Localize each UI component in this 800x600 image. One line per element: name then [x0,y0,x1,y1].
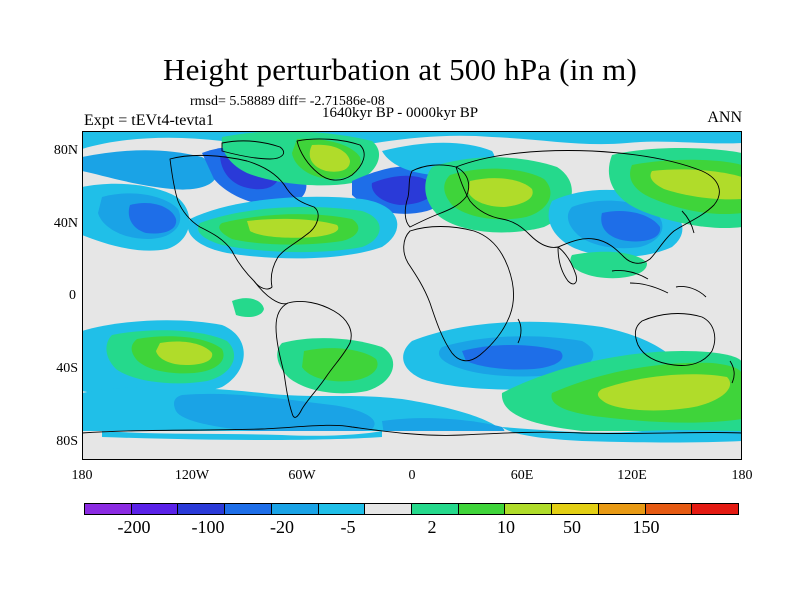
colorbar-swatch [225,504,272,514]
colorbar-swatch [131,504,179,514]
coastline [634,313,716,366]
colorbar [84,503,739,515]
anomaly-region [468,178,533,207]
coastline [82,424,742,436]
lon-label-180e: 180 [731,468,753,483]
anomaly-region [128,202,177,234]
map-frame [82,131,742,460]
period-label: 1640kyr BP - 0000kyr BP [322,105,479,121]
coastline [275,300,352,418]
anomaly-region [302,348,378,382]
anomaly-region [371,175,435,205]
coastline [221,140,284,160]
map-panel [82,131,742,460]
colorbar-label: 150 [632,517,660,537]
colorbar-swatch [271,504,319,514]
coastline [681,210,695,234]
lon-label-0: 0 [408,468,416,483]
lat-label-80s: 80S [56,434,78,449]
colorbar-swatch [412,504,459,514]
anomaly-region [82,150,217,190]
colorbar-swatch [318,504,366,514]
coastline [296,138,365,181]
colorbar-label: -20 [270,517,294,537]
lon-label-60e: 60E [510,468,534,483]
anomaly-region [597,374,731,411]
colorbar-label: 50 [563,517,581,537]
colorbar-swatch [85,504,132,514]
colorbar-swatch [505,504,553,514]
coastline [403,226,515,362]
colorbar-label: -100 [191,517,225,537]
experiment-label: Expt = tEVt4-tevta1 [84,112,214,129]
coastline [455,150,720,264]
colorbar-swatch [458,504,506,514]
colorbar-label: -200 [117,517,151,537]
colorbar-swatch [178,504,226,514]
lat-label-80n: 80N [53,143,78,158]
colorbar-swatch [552,504,599,514]
anomaly-region [232,298,264,317]
anomaly-region [102,431,382,440]
anomaly-region [462,345,563,370]
coastline [169,154,319,290]
anomaly-region [601,210,661,242]
colorbar-swatch [598,504,646,514]
anomaly-region [174,393,375,435]
lon-label-120e: 120E [617,468,647,483]
colorbar-label: 10 [497,517,515,537]
lon-label-60w: 60W [288,468,316,483]
colorbar-swatch [365,504,413,514]
lat-label-eq: 0 [69,288,76,303]
figure-title: Height perturbation at 500 hPa (in m) [162,52,638,87]
colorbar-swatch [645,504,693,514]
coastlines [82,138,742,436]
coastline [253,280,289,305]
anomaly-region [502,427,742,443]
lat-label-40n: 40N [53,216,78,231]
lon-label-180w: 180 [71,468,93,483]
coastline [611,270,707,298]
coastline [729,360,735,384]
coastline [557,246,577,285]
anomaly-region [156,341,213,365]
coastline [517,318,522,344]
anomaly-region [309,144,350,172]
season-label: ANN [707,109,742,126]
stats-line: rmsd= 5.58889 diff= -2.71586e-08 [190,94,385,109]
lat-label-40s: 40S [56,361,78,376]
colorbar-label: 2 [427,517,437,537]
anomaly-region [247,218,339,238]
map-svg [82,131,742,460]
lon-label-120w: 120W [174,468,210,483]
colorbar-swatch [692,504,739,514]
colorbar-label: -5 [340,517,356,537]
